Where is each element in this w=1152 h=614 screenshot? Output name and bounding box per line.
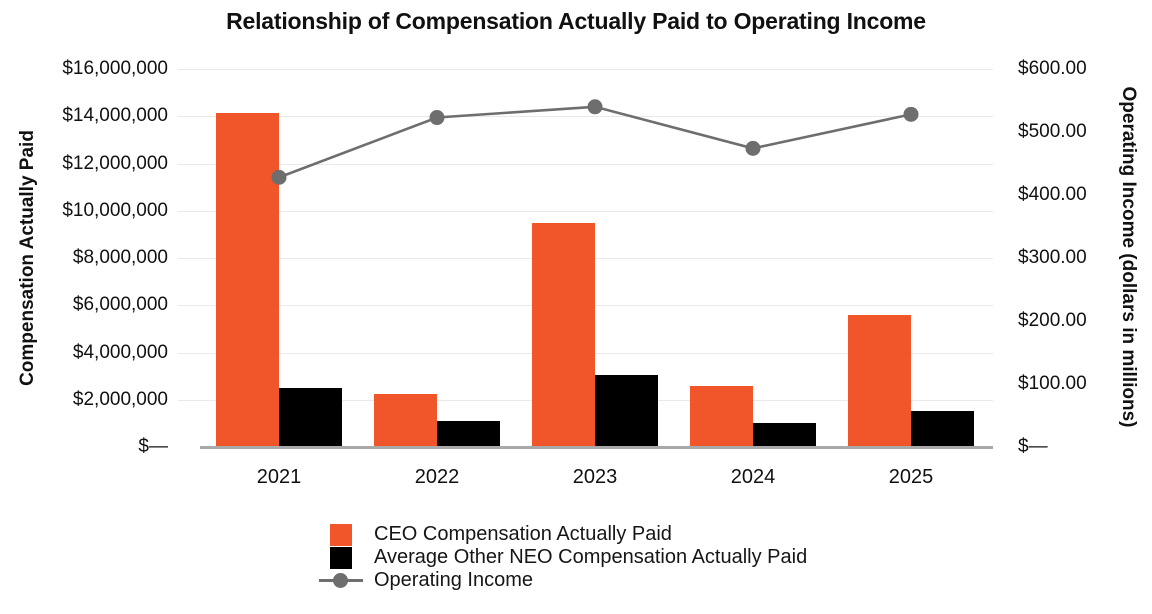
right-axis-tick: $500.00: [1018, 121, 1087, 142]
ceo-compensation-bar: [216, 112, 279, 447]
left-axis-tick: $16,000,000: [62, 58, 168, 79]
legend-swatch: [330, 546, 352, 569]
ceo-compensation-bar: [532, 222, 595, 447]
plot-area: [200, 69, 990, 447]
x-axis-label: 2024: [730, 466, 776, 488]
right-axis-tick: $200.00: [1018, 310, 1087, 331]
legend-neo-swatch-icon: [319, 546, 363, 569]
legend-label: Operating Income: [374, 569, 533, 591]
operating-income-marker: [587, 99, 603, 115]
legend-line-marker-icon: [319, 569, 363, 592]
x-axis-label: 2022: [414, 466, 460, 488]
neo-compensation-bar: [279, 388, 342, 447]
left-axis-tick: $8,000,000: [72, 247, 168, 268]
legend-label: Average Other NEO Compensation Actually …: [374, 546, 808, 568]
chart-title: Relationship of Compensation Actually Pa…: [226, 8, 926, 34]
legend-dot: [333, 573, 348, 588]
legend-label: CEO Compensation Actually Paid: [374, 523, 672, 545]
operating-income-marker: [903, 106, 919, 122]
neo-compensation-bar: [753, 423, 816, 447]
neo-compensation-bar: [911, 410, 974, 447]
neo-compensation-bar: [437, 421, 500, 447]
right-axis-tick: $—: [1018, 436, 1048, 457]
x-axis-baseline: [200, 446, 993, 449]
legend-swatch: [330, 523, 352, 546]
right-axis-tick: $600.00: [1018, 58, 1087, 79]
right-axis-title: Operating Income (dollars in millions): [1118, 86, 1139, 428]
legend-item: Operating Income: [319, 569, 807, 592]
operating-income-marker: [745, 140, 761, 156]
right-axis-tick: $400.00: [1018, 184, 1087, 205]
gridline: [178, 116, 993, 118]
gridline: [178, 210, 993, 212]
x-axis-label: 2021: [256, 466, 302, 488]
left-axis-tick: $—: [138, 436, 168, 457]
left-axis-title: Compensation Actually Paid: [17, 130, 38, 386]
left-axis-tick: $12,000,000: [62, 152, 168, 174]
gridline: [178, 163, 993, 165]
x-axis-label: 2025: [888, 466, 934, 488]
x-axis-label: 2023: [572, 466, 618, 488]
neo-compensation-bar: [595, 374, 658, 447]
legend: CEO Compensation Actually Paid Average Ot…: [319, 523, 807, 592]
legend-line-marker: [319, 569, 363, 592]
right-axis-tick: $300.00: [1018, 247, 1087, 268]
operating-income-marker: [271, 169, 287, 185]
operating-income-line-layer: [271, 99, 919, 185]
legend-item: Average Other NEO Compensation Actually …: [319, 546, 807, 569]
right-axis-tick: $100.00: [1018, 373, 1087, 394]
left-axis-tick: $6,000,000: [72, 294, 168, 316]
left-axis-tick: $4,000,000: [72, 341, 168, 363]
legend-item: CEO Compensation Actually Paid: [319, 523, 807, 546]
gridline: [178, 69, 993, 70]
left-axis-tick: $2,000,000: [72, 388, 168, 410]
operating-income-line: [278, 105, 912, 179]
left-axis-tick: $14,000,000: [62, 105, 168, 127]
ceo-compensation-bar: [848, 314, 911, 447]
ceo-compensation-bar: [690, 385, 753, 447]
left-axis-tick: $10,000,000: [62, 199, 168, 221]
ceo-compensation-bar: [374, 393, 437, 447]
operating-income-marker: [429, 110, 445, 126]
legend-ceo-swatch-icon: [319, 523, 363, 546]
